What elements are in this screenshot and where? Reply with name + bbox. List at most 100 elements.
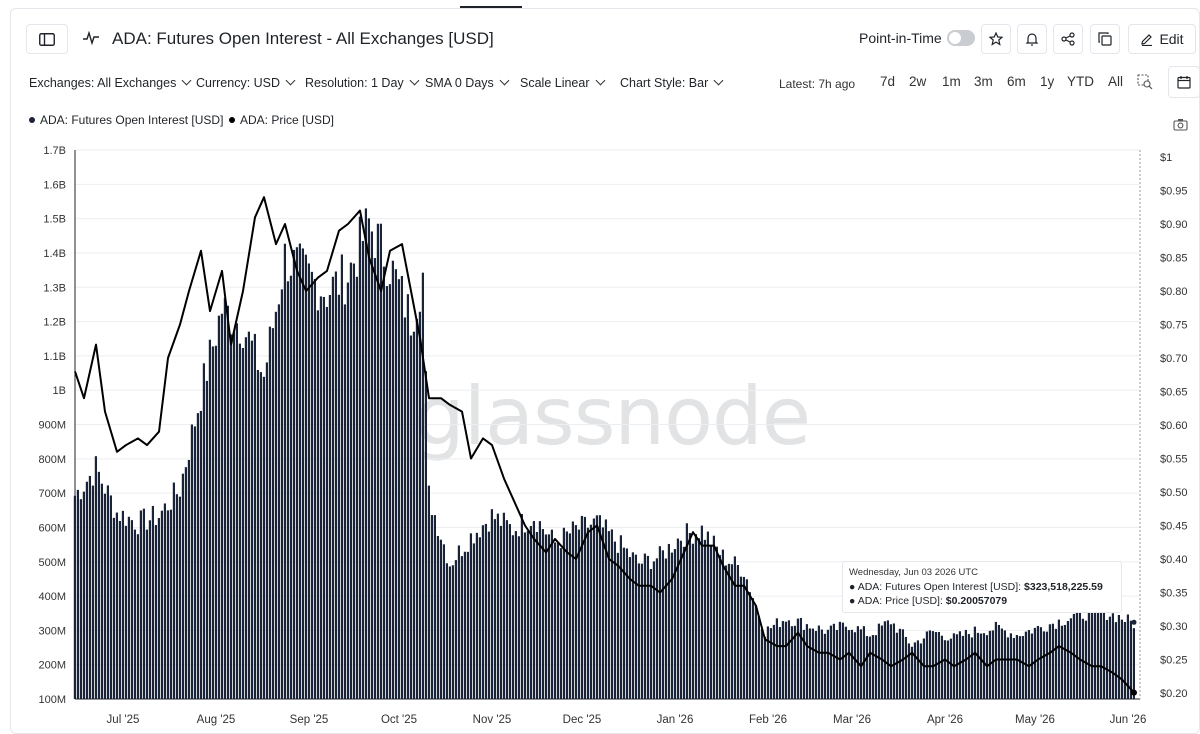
oi-bar bbox=[451, 565, 454, 699]
oi-bar bbox=[1099, 609, 1102, 699]
oi-bar bbox=[319, 296, 322, 699]
oi-bar bbox=[496, 513, 499, 699]
scale-dropdown[interactable]: Scale Linear bbox=[520, 75, 605, 90]
exchanges-dropdown[interactable]: Exchanges: All Exchanges bbox=[29, 75, 192, 90]
oi-bar bbox=[382, 266, 385, 699]
oi-bar bbox=[553, 542, 556, 699]
range-7d[interactable]: 7d bbox=[880, 74, 896, 89]
oi-bar bbox=[631, 552, 634, 699]
oi-bar bbox=[208, 339, 211, 699]
resolution-dropdown[interactable]: Resolution: 1 Day bbox=[305, 75, 420, 90]
oi-bar bbox=[1027, 630, 1030, 699]
oi-bar bbox=[526, 530, 529, 699]
oi-bar bbox=[250, 340, 253, 699]
oi-bar bbox=[580, 515, 583, 699]
oi-bar bbox=[166, 510, 169, 699]
oi-bar bbox=[214, 345, 217, 699]
oi-bar bbox=[484, 523, 487, 699]
oi-bar bbox=[409, 335, 412, 699]
copy-button[interactable] bbox=[1090, 24, 1120, 54]
oi-bar bbox=[769, 628, 772, 699]
range-1m[interactable]: 1m bbox=[942, 74, 961, 89]
oi-bar bbox=[886, 620, 889, 699]
oi-bar bbox=[976, 632, 979, 699]
hover-tooltip: Wednesday, Jun 03 2026 UTC ● ADA: Future… bbox=[842, 561, 1122, 613]
oi-bar bbox=[604, 519, 607, 699]
sidebar-toggle-button[interactable] bbox=[26, 24, 68, 54]
oi-bar bbox=[325, 306, 328, 699]
tooltip-oi-label: ADA: Futures Open Interest [USD]: bbox=[857, 581, 1022, 593]
range-6m[interactable]: 6m bbox=[1007, 74, 1026, 89]
oi-bar bbox=[949, 638, 952, 699]
oi-bar bbox=[859, 629, 862, 699]
price-end-marker bbox=[1131, 689, 1137, 696]
oi-bar bbox=[550, 529, 553, 699]
y-tick-label-right: $0.40 bbox=[1160, 554, 1188, 566]
oi-bar bbox=[124, 525, 127, 699]
oi-bar bbox=[850, 629, 853, 699]
oi-bar bbox=[445, 563, 448, 699]
range-3m[interactable]: 3m bbox=[974, 74, 993, 89]
oi-bar bbox=[955, 634, 958, 699]
range-all[interactable]: All bbox=[1108, 74, 1124, 89]
legend-item-oi[interactable]: ADA: Futures Open Interest [USD] bbox=[29, 113, 223, 127]
edit-button[interactable]: Edit bbox=[1128, 24, 1196, 54]
oi-bar bbox=[622, 547, 625, 699]
y-tick-label-right: $0.65 bbox=[1160, 387, 1188, 399]
oi-bar bbox=[589, 524, 592, 699]
oi-bar bbox=[805, 624, 808, 699]
favorite-button[interactable] bbox=[981, 24, 1011, 54]
oi-bar bbox=[403, 317, 406, 699]
oi-bar bbox=[913, 642, 916, 699]
oi-bar bbox=[964, 629, 967, 699]
oi-bar bbox=[877, 623, 880, 699]
copy-icon bbox=[1098, 32, 1112, 46]
oi-bar bbox=[538, 521, 541, 699]
oi-bar bbox=[748, 592, 751, 699]
oi-bar bbox=[442, 544, 445, 699]
zoom-select-icon[interactable] bbox=[1137, 74, 1153, 90]
oi-bar bbox=[523, 532, 526, 699]
oi-bar bbox=[529, 526, 532, 699]
share-button[interactable] bbox=[1053, 24, 1083, 54]
oi-bar bbox=[139, 510, 142, 699]
oi-bar bbox=[379, 223, 382, 699]
oi-bar bbox=[772, 624, 775, 699]
oi-bar bbox=[922, 638, 925, 699]
page-title: ADA: Futures Open Interest - All Exchang… bbox=[112, 29, 494, 48]
oi-bar bbox=[1069, 618, 1072, 699]
oi-bar bbox=[1066, 621, 1069, 699]
oi-bar bbox=[385, 286, 388, 699]
y-tick-label-left: 1.7B bbox=[43, 145, 66, 157]
legend-item-price[interactable]: ADA: Price [USD] bbox=[229, 113, 334, 127]
oi-bar bbox=[907, 643, 910, 699]
range-2w[interactable]: 2w bbox=[909, 74, 927, 89]
oi-bar bbox=[757, 616, 760, 699]
oi-bar bbox=[76, 489, 79, 699]
currency-dropdown[interactable]: Currency: USD bbox=[196, 75, 296, 90]
oi-bar bbox=[415, 318, 418, 699]
alert-button[interactable] bbox=[1017, 24, 1047, 54]
chart-style-dropdown[interactable]: Chart Style: Bar bbox=[620, 75, 724, 90]
oi-bar bbox=[175, 494, 178, 699]
oi-bar bbox=[637, 563, 640, 699]
oi-bar bbox=[586, 527, 589, 699]
y-tick-label-left: 800M bbox=[38, 454, 66, 466]
oi-bar bbox=[991, 630, 994, 699]
oi-bar bbox=[520, 513, 523, 699]
oi-bar bbox=[118, 521, 121, 699]
oi-bar bbox=[739, 576, 742, 699]
range-ytd[interactable]: YTD bbox=[1067, 74, 1094, 89]
range-1y[interactable]: 1y bbox=[1040, 74, 1055, 89]
oi-bar bbox=[187, 459, 190, 699]
y-tick-label-left: 300M bbox=[38, 625, 66, 637]
oi-bar bbox=[202, 363, 205, 699]
oi-bar bbox=[1096, 607, 1099, 699]
oi-bar bbox=[730, 564, 733, 699]
camera-icon[interactable] bbox=[1173, 118, 1188, 131]
sma-dropdown[interactable]: SMA 0 Days bbox=[425, 75, 510, 90]
oi-bar bbox=[1075, 608, 1078, 699]
oi-bar bbox=[160, 510, 163, 699]
point-in-time-toggle[interactable] bbox=[947, 30, 975, 46]
